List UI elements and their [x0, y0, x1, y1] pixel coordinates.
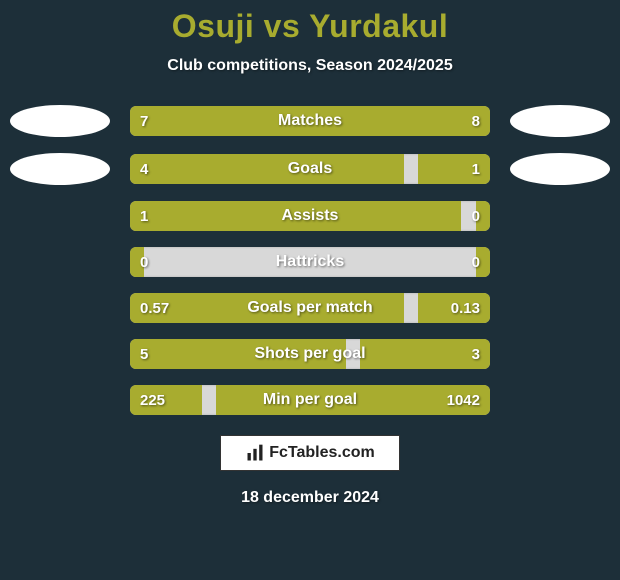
stat-name: Min per goal — [130, 385, 490, 415]
stat-row: 10Assists — [10, 201, 610, 231]
stat-bar: 41Goals — [130, 154, 490, 184]
stat-name: Hattricks — [130, 247, 490, 277]
subtitle: Club competitions, Season 2024/2025 — [0, 57, 620, 75]
stat-bar: 10Assists — [130, 201, 490, 231]
stat-name: Goals — [130, 154, 490, 184]
player2-badge — [510, 153, 610, 185]
player1-name: Osuji — [172, 8, 255, 44]
stat-bar: 78Matches — [130, 106, 490, 136]
stat-bar: 2251042Min per goal — [130, 385, 490, 415]
player2-name: Yurdakul — [309, 8, 448, 44]
stat-name: Matches — [130, 106, 490, 136]
stat-bar: 53Shots per goal — [130, 339, 490, 369]
stats-chart: 78Matches 41Goals 10Assists 00Hattricks 0.57… — [0, 105, 620, 415]
stat-bar: 00Hattricks — [130, 247, 490, 277]
date-text: 18 december 2024 — [0, 489, 620, 507]
stat-row: 0.570.13Goals per match — [10, 293, 610, 323]
comparison-card: Osuji vs Yurdakul Club competitions, Sea… — [0, 0, 620, 580]
stat-row: 2251042Min per goal — [10, 385, 610, 415]
stat-bar: 0.570.13Goals per match — [130, 293, 490, 323]
page-title: Osuji vs Yurdakul — [0, 0, 620, 45]
stat-row: 00Hattricks — [10, 247, 610, 277]
logo-text: FcTables.com — [269, 444, 375, 462]
stat-name: Goals per match — [130, 293, 490, 323]
player1-badge — [10, 153, 110, 185]
logo-box: FcTables.com — [220, 435, 400, 471]
player1-badge — [10, 105, 110, 137]
stat-name: Shots per goal — [130, 339, 490, 369]
stat-row: 53Shots per goal — [10, 339, 610, 369]
player2-badge — [510, 105, 610, 137]
stat-row: 41Goals — [10, 153, 610, 185]
stat-row: 78Matches — [10, 105, 610, 137]
chart-icon — [245, 443, 265, 463]
stat-name: Assists — [130, 201, 490, 231]
vs-text: vs — [264, 8, 301, 44]
